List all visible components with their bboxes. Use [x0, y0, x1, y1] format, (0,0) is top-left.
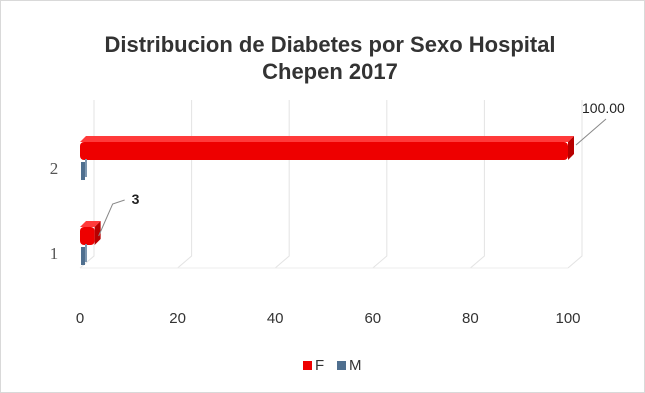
data-label-2: 100.00 [582, 100, 625, 116]
x-tick-100: 100 [555, 310, 580, 327]
chart-title-line-1: Distribucion de Diabetes por Sexo Hospit… [104, 32, 555, 57]
gridline-100 [567, 100, 583, 269]
leader-line-2 [575, 118, 607, 146]
bar-m-2 [81, 159, 87, 180]
bar-f-1 [80, 221, 101, 245]
legend-swatch-m [337, 361, 346, 370]
bar-m-1 [81, 244, 87, 265]
y-axis-categories: 12 [50, 159, 59, 263]
data-label-1: 3 [132, 191, 140, 207]
data-labels: 3 100.00 [98, 100, 625, 237]
x-tick-60: 60 [364, 310, 381, 327]
category-label-2: 2 [50, 159, 59, 178]
legend: F M [303, 357, 362, 374]
x-tick-20: 20 [169, 310, 186, 327]
legend-label-m: M [349, 357, 362, 374]
x-tick-80: 80 [462, 310, 479, 327]
category-label-1: 1 [50, 244, 59, 263]
x-axis-ticks: 0 20 40 60 80 100 [76, 310, 581, 327]
bar-f-2 [80, 136, 574, 160]
bars [80, 136, 574, 265]
chart-title-line-2: Chepen 2017 [262, 59, 398, 84]
legend-swatch-f [303, 361, 312, 370]
x-tick-40: 40 [267, 310, 284, 327]
x-tick-0: 0 [76, 310, 84, 327]
legend-label-f: F [315, 357, 324, 374]
leader-line-1 [98, 199, 125, 237]
